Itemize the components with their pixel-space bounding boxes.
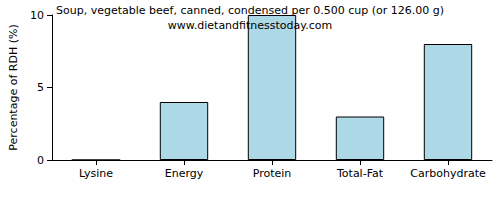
svg-text:Percentage of RDH (%): Percentage of RDH (%) [7,24,20,150]
svg-text:5: 5 [37,81,44,94]
svg-text:Carbohydrate: Carbohydrate [410,167,486,180]
svg-text:10: 10 [30,9,44,22]
svg-text:0: 0 [37,154,44,167]
svg-text:Protein: Protein [253,167,292,180]
svg-text:Lysine: Lysine [79,167,113,180]
svg-text:Energy: Energy [165,167,204,180]
svg-text:Total-Fat: Total-Fat [336,167,384,180]
svg-text:www.dietandfitnesstoday.com: www.dietandfitnesstoday.com [168,19,332,32]
svg-text:Soup, vegetable beef, canned,: Soup, vegetable beef, canned, condensed … [56,4,444,17]
